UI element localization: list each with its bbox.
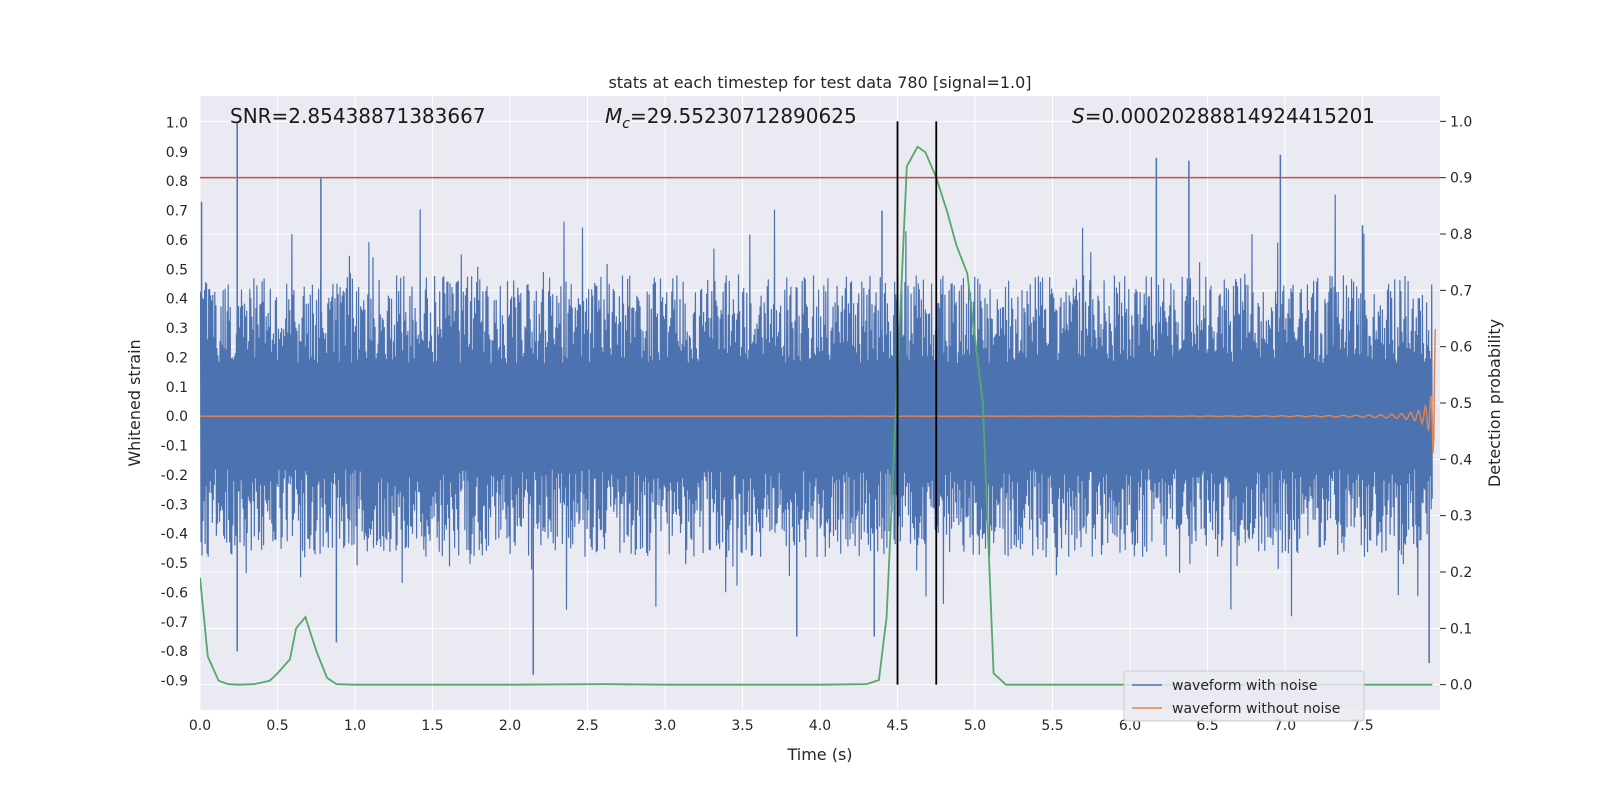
y-axis-label: Whitened strain — [125, 339, 144, 466]
x-tick-label: 2.0 — [499, 718, 521, 734]
series-waveform-with-noise — [200, 122, 1433, 675]
x-tick-label: 0.5 — [266, 718, 288, 734]
y-tick-label: 0.6 — [166, 233, 188, 249]
x-tick-label: 5.5 — [1041, 718, 1063, 734]
right-axis-ticks: 0.0 0.1 0.2 0.3 0.4 0.5 0.6 0.7 0.8 0.9 1.0 — [1440, 114, 1472, 694]
y-axis-ticks: -0.9 -0.8 -0.7 -0.6 -0.5 -0.4 -0.3 -0.2 -0.1 0.0 0… — [161, 115, 188, 689]
clean-waveform-line — [200, 329, 1437, 453]
y-tick-label: -0.1 — [161, 439, 188, 455]
right-tick-label: 1.0 — [1450, 114, 1472, 130]
right-tick-label: 0.0 — [1450, 678, 1472, 694]
y-tick-label: 0.2 — [166, 350, 188, 366]
x-tick-label: 2.5 — [576, 718, 598, 734]
chirp-mass-annotation: Mc=29.55230712890625 — [605, 104, 857, 132]
x-tick-label: 0.0 — [189, 718, 211, 734]
y-tick-label: 1.0 — [166, 115, 188, 131]
series-detection-probability — [200, 145, 1433, 686]
chirp-mass-symbol: M — [605, 104, 622, 128]
chirp-mass-subscript: c — [622, 116, 630, 132]
x-axis-ticks: 0.0 0.5 1.0 1.5 2.0 2.5 3.0 3.5 4.0 4.5 5.0 5.5 6.0 6… — [189, 718, 1374, 734]
y-tick-label: 0.7 — [166, 204, 188, 220]
right-tick-label: 0.4 — [1450, 452, 1472, 468]
y-tick-label: 0.8 — [166, 174, 188, 190]
right-tick-label: 0.2 — [1450, 565, 1472, 581]
y-tick-label: -0.9 — [161, 674, 188, 690]
chart-title: stats at each timestep for test data 780… — [608, 73, 1031, 92]
y-tick-label: -0.4 — [161, 527, 188, 543]
snr-annotation: SNR=2.85438871383667 — [230, 104, 486, 128]
detection-probability-line — [200, 145, 1433, 686]
x-tick-label: 3.0 — [654, 718, 676, 734]
x-tick-label: 6.5 — [1196, 718, 1218, 734]
overlay-lines — [200, 121, 1440, 685]
right-tick-label: 0.8 — [1450, 227, 1472, 243]
right-tick-label: 0.3 — [1450, 509, 1472, 525]
right-tick-label: 0.6 — [1450, 340, 1472, 356]
right-axis-label: Detection probability — [1485, 319, 1504, 487]
chirp-mass-value: =29.55230712890625 — [630, 104, 857, 128]
y-tick-label: 0.3 — [166, 321, 188, 337]
y-tick-label: -0.5 — [161, 556, 188, 572]
y-tick-label: 0.4 — [166, 292, 188, 308]
y-tick-label: -0.8 — [161, 644, 188, 660]
y-tick-label: -0.2 — [161, 468, 188, 484]
x-axis-label: Time (s) — [786, 745, 852, 764]
x-tick-label: 1.5 — [421, 718, 443, 734]
x-tick-label: 4.5 — [886, 718, 908, 734]
y-tick-label: -0.3 — [161, 497, 188, 513]
s-symbol: S — [1072, 104, 1085, 128]
y-tick-label: 0.5 — [166, 262, 188, 278]
x-tick-label: 1.0 — [344, 718, 366, 734]
y-tick-label: -0.6 — [161, 585, 188, 601]
series-waveform-without-noise — [200, 329, 1437, 453]
x-tick-label: 4.0 — [809, 718, 831, 734]
right-tick-label: 0.9 — [1450, 171, 1472, 187]
x-tick-label: 7.0 — [1274, 718, 1296, 734]
s-annotation: S=0.00020288814924415201 — [1072, 104, 1375, 128]
y-tick-label: 0.1 — [166, 380, 188, 396]
legend-label-noise: waveform with noise — [1172, 678, 1317, 694]
x-tick-label: 7.5 — [1351, 718, 1373, 734]
legend-label-clean: waveform without noise — [1172, 701, 1340, 717]
legend-box — [1123, 670, 1365, 722]
x-tick-label: 6.0 — [1119, 718, 1141, 734]
s-value: =0.00020288814924415201 — [1085, 104, 1375, 128]
x-tick-label: 5.0 — [964, 718, 986, 734]
right-tick-label: 0.5 — [1450, 396, 1472, 412]
y-tick-label: 0.0 — [166, 409, 188, 425]
x-tick-label: 3.5 — [731, 718, 753, 734]
noise-waveform-line — [200, 194, 1433, 617]
right-tick-label: 0.7 — [1450, 283, 1472, 299]
y-tick-label: 0.9 — [166, 145, 188, 161]
y-tick-label: -0.7 — [161, 615, 188, 631]
legend: waveform with noise waveform without noi… — [1123, 670, 1365, 722]
right-tick-label: 0.1 — [1450, 621, 1472, 637]
